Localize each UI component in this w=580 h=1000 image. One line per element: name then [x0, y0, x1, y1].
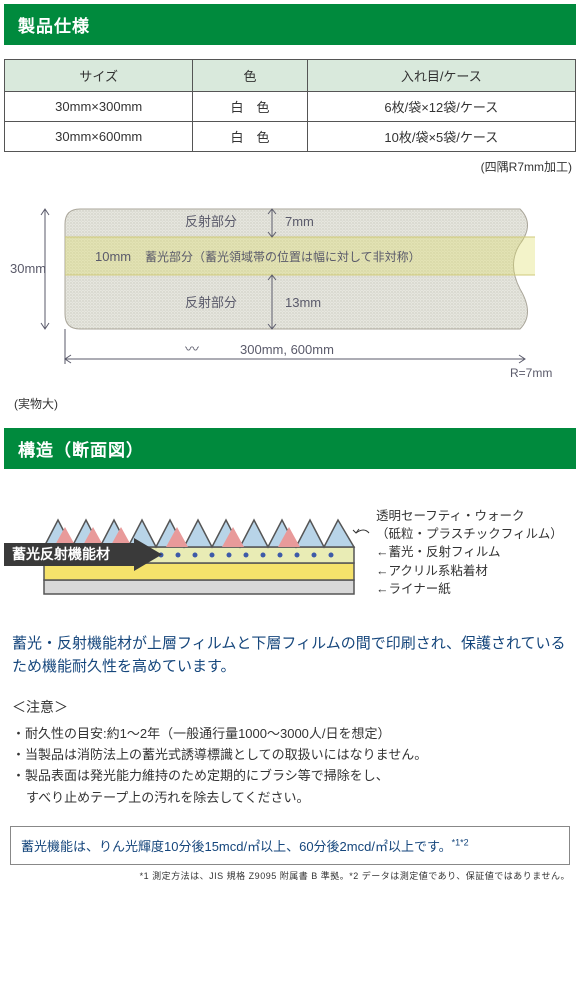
cross-svg: 蓄光反射機能材 — [4, 485, 374, 620]
cell-size-1: 30mm×300mm — [5, 92, 193, 122]
perf-sup: *1*2 — [452, 838, 469, 848]
caution-item-2: ・当製品は消防法上の蓄光式誘導標識としての取扱いにはなりません。 — [12, 744, 568, 765]
cell-color-1: 白 色 — [193, 92, 307, 122]
cross-section: 蓄光反射機能材 透明セーフティ・ウォーク （砥粒・プラスチックフィルム） ←蓄光… — [4, 485, 576, 620]
actual-size-label: (実物大) — [14, 395, 576, 412]
cell-pkg-2: 10枚/袋×5袋/ケース — [307, 122, 575, 152]
layer-1a: 透明セーフティ・ウォーク — [376, 507, 563, 525]
label-reflect2: 反射部分 — [185, 295, 237, 310]
section-header-structure: 構造（断面図） — [4, 428, 576, 469]
th-size: サイズ — [5, 60, 193, 92]
cell-pkg-1: 6枚/袋×12袋/ケース — [307, 92, 575, 122]
label-radius: R=7mm — [510, 366, 552, 380]
cell-size-2: 30mm×600mm — [5, 122, 193, 152]
layer-1b: （砥粒・プラスチックフィルム） — [376, 525, 563, 543]
pointer-label: 蓄光反射機能材 — [12, 546, 110, 562]
function-description: 蓄光・反射機能材が上層フィルムと下層フィルムの間で印刷され、保護されているため機… — [12, 632, 568, 679]
label-13mm: 13mm — [285, 295, 321, 310]
label-length: 300mm, 600mm — [240, 342, 334, 357]
caution-item-1: ・耐久性の目安:約1〜2年（一般通行量1000〜3000人/日を想定） — [12, 723, 568, 744]
layer-2: ←蓄光・反射フィルム — [376, 543, 563, 561]
layer-3: ←アクリル系粘着材 — [376, 562, 563, 580]
perf-text: 蓄光機能は、りん光輝度10分後15mcd/㎡以上、60分後2mcd/㎡以上です。 — [21, 839, 452, 854]
performance-box: 蓄光機能は、りん光輝度10分後15mcd/㎡以上、60分後2mcd/㎡以上です。… — [10, 826, 570, 865]
label-wave: 〰 — [185, 341, 199, 357]
label-30mm: 30mm — [10, 261, 46, 276]
caution-item-3b: すべり止めテープ上の汚れを除去してください。 — [12, 787, 568, 808]
th-package: 入れ目/ケース — [307, 60, 575, 92]
section-header-spec: 製品仕様 — [4, 4, 576, 45]
spec-table: サイズ 色 入れ目/ケース 30mm×300mm 白 色 6枚/袋×12袋/ケー… — [4, 59, 576, 152]
label-phosphor: 蓄光部分（蓄光領域帯の位置は幅に対して非対称） — [145, 249, 421, 264]
caution-heading: ＜注意＞ — [12, 697, 576, 717]
layer-labels: 透明セーフティ・ウォーク （砥粒・プラスチックフィルム） ←蓄光・反射フィルム … — [374, 507, 563, 598]
cell-color-2: 白 色 — [193, 122, 307, 152]
footnote: *1 測定方法は、JIS 規格 Z9095 附属書 B 準拠。*2 データは測定… — [4, 869, 570, 882]
tape-svg: 反射部分 7mm 蓄光部分（蓄光領域帯の位置は幅に対して非対称） 反射部分 13… — [10, 189, 570, 389]
tape-diagram: 反射部分 7mm 蓄光部分（蓄光領域帯の位置は幅に対して非対称） 反射部分 13… — [4, 189, 576, 389]
caution-item-3a: ・製品表面は発光能力維持のため定期的にブラシ等で掃除をし、 — [12, 765, 568, 786]
caution-list: ・耐久性の目安:約1〜2年（一般通行量1000〜3000人/日を想定） ・当製品… — [12, 723, 568, 809]
th-color: 色 — [193, 60, 307, 92]
label-reflect1: 反射部分 — [185, 214, 237, 229]
layer-4: ←ライナー紙 — [376, 580, 563, 598]
label-10mm: 10mm — [95, 249, 131, 264]
table-footnote: (四隅R7mm加工) — [4, 158, 572, 175]
label-7mm: 7mm — [285, 214, 314, 229]
